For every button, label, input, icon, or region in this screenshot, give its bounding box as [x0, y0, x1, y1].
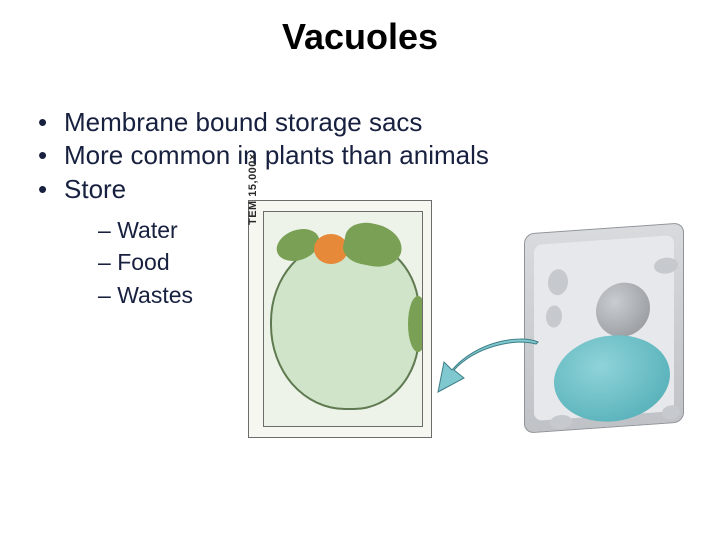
- large-vacuole-shape: [554, 331, 670, 425]
- slide-title: Vacuoles: [0, 0, 720, 58]
- chloroplast-shape: [408, 296, 423, 352]
- arrow-path: [438, 339, 538, 392]
- vacuole-shape: [270, 240, 420, 410]
- organelle-shape: [548, 269, 568, 296]
- plant-cell-diagram: [524, 228, 686, 432]
- cell-cytoplasm-shape: [534, 235, 674, 421]
- bullet-item-text: Store: [64, 174, 126, 204]
- bullet-item: More common in plants than animals: [38, 139, 720, 172]
- organelle-shape: [546, 305, 562, 328]
- tem-micrograph: TEM 15,000×: [248, 200, 432, 438]
- figure-area: TEM 15,000×: [224, 200, 694, 460]
- tem-micrograph-inner: [263, 211, 423, 427]
- bullet-item: Membrane bound storage sacs: [38, 106, 720, 139]
- tem-magnification-label: TEM 15,000×: [247, 153, 259, 225]
- nucleus-shape: [596, 281, 650, 339]
